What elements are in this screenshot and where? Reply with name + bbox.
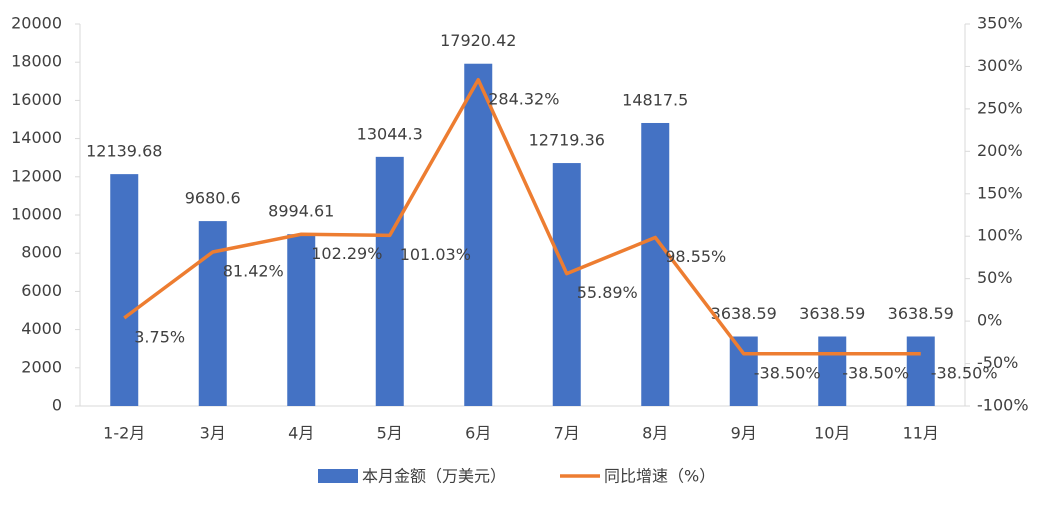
line-value-label: 102.29% <box>311 244 382 263</box>
x-tick-label: 10月 <box>814 424 850 443</box>
bar-value-label: 9680.6 <box>185 189 241 208</box>
y2-tick-label: 300% <box>977 56 1023 75</box>
bar-value-label: 13044.3 <box>357 124 423 143</box>
legend-label: 本月金额（万美元） <box>362 467 506 486</box>
y-tick-label: 18000 <box>11 52 62 71</box>
line-value-label: 284.32% <box>488 89 559 108</box>
x-tick-label: 3月 <box>200 424 226 443</box>
bar <box>552 163 581 406</box>
x-tick-label: 4月 <box>288 424 314 443</box>
line-value-label: -38.50% <box>931 363 998 382</box>
line-value-label: 55.89% <box>577 283 638 302</box>
y-tick-label: 2000 <box>21 357 62 376</box>
line-value-label: 3.75% <box>134 327 185 346</box>
y-tick-label: 6000 <box>21 281 62 300</box>
y2-tick-label: 250% <box>977 98 1023 117</box>
line-value-label: 81.42% <box>223 261 284 280</box>
bar <box>818 336 847 406</box>
line <box>123 78 921 356</box>
y2-tick-label: 0% <box>977 311 1002 330</box>
bar-value-label: 12139.68 <box>86 142 162 161</box>
x-tick-label: 11月 <box>903 424 939 443</box>
y-tick-label: 16000 <box>11 90 62 109</box>
line-value-label: 101.03% <box>400 245 471 264</box>
y-tick-label: 10000 <box>11 205 62 224</box>
x-tick-label: 7月 <box>554 424 580 443</box>
bar-value-label: 8994.61 <box>268 202 334 221</box>
y2-tick-label: -100% <box>977 396 1029 415</box>
y2-tick-label: 150% <box>977 183 1023 202</box>
y-tick-label: 20000 <box>11 14 62 33</box>
x-tick-label: 1-2月 <box>103 424 145 443</box>
y-tick-label: 14000 <box>11 128 62 147</box>
bar-value-label: 17920.42 <box>440 31 516 50</box>
legend-swatch <box>318 469 358 483</box>
bar-value-label: 3638.59 <box>799 304 865 323</box>
line-value-label: -38.50% <box>842 363 909 382</box>
bar <box>110 174 139 406</box>
y2-tick-label: -50% <box>977 353 1018 372</box>
bar <box>906 336 935 406</box>
bar <box>464 63 493 407</box>
x-tick-label: 5月 <box>377 424 403 443</box>
x-tick-label: 9月 <box>731 424 757 443</box>
x-tick-label: 6月 <box>465 424 491 443</box>
y2-tick-label: 200% <box>977 141 1023 160</box>
legend-label: 同比增速（%） <box>604 467 715 486</box>
y2-tick-label: 100% <box>977 226 1023 245</box>
x-tick-label: 8月 <box>642 424 668 443</box>
bar-value-label: 12719.36 <box>529 131 605 150</box>
y2-tick-label: 50% <box>977 268 1013 287</box>
y-tick-label: 8000 <box>21 243 62 262</box>
bar-value-label: 14817.5 <box>622 90 688 109</box>
y-tick-label: 4000 <box>21 319 62 338</box>
y2-tick-label: 350% <box>977 14 1023 33</box>
line-value-label: -38.50% <box>754 363 821 382</box>
y-tick-label: 12000 <box>11 166 62 185</box>
bar-value-label: 3638.59 <box>888 304 954 323</box>
bar-value-label: 3638.59 <box>711 304 777 323</box>
bar <box>375 156 404 406</box>
y-tick-label: 0 <box>52 396 62 415</box>
line-value-label: 98.55% <box>665 247 726 266</box>
bar <box>287 234 316 406</box>
bar <box>641 122 670 406</box>
bar <box>729 336 758 406</box>
